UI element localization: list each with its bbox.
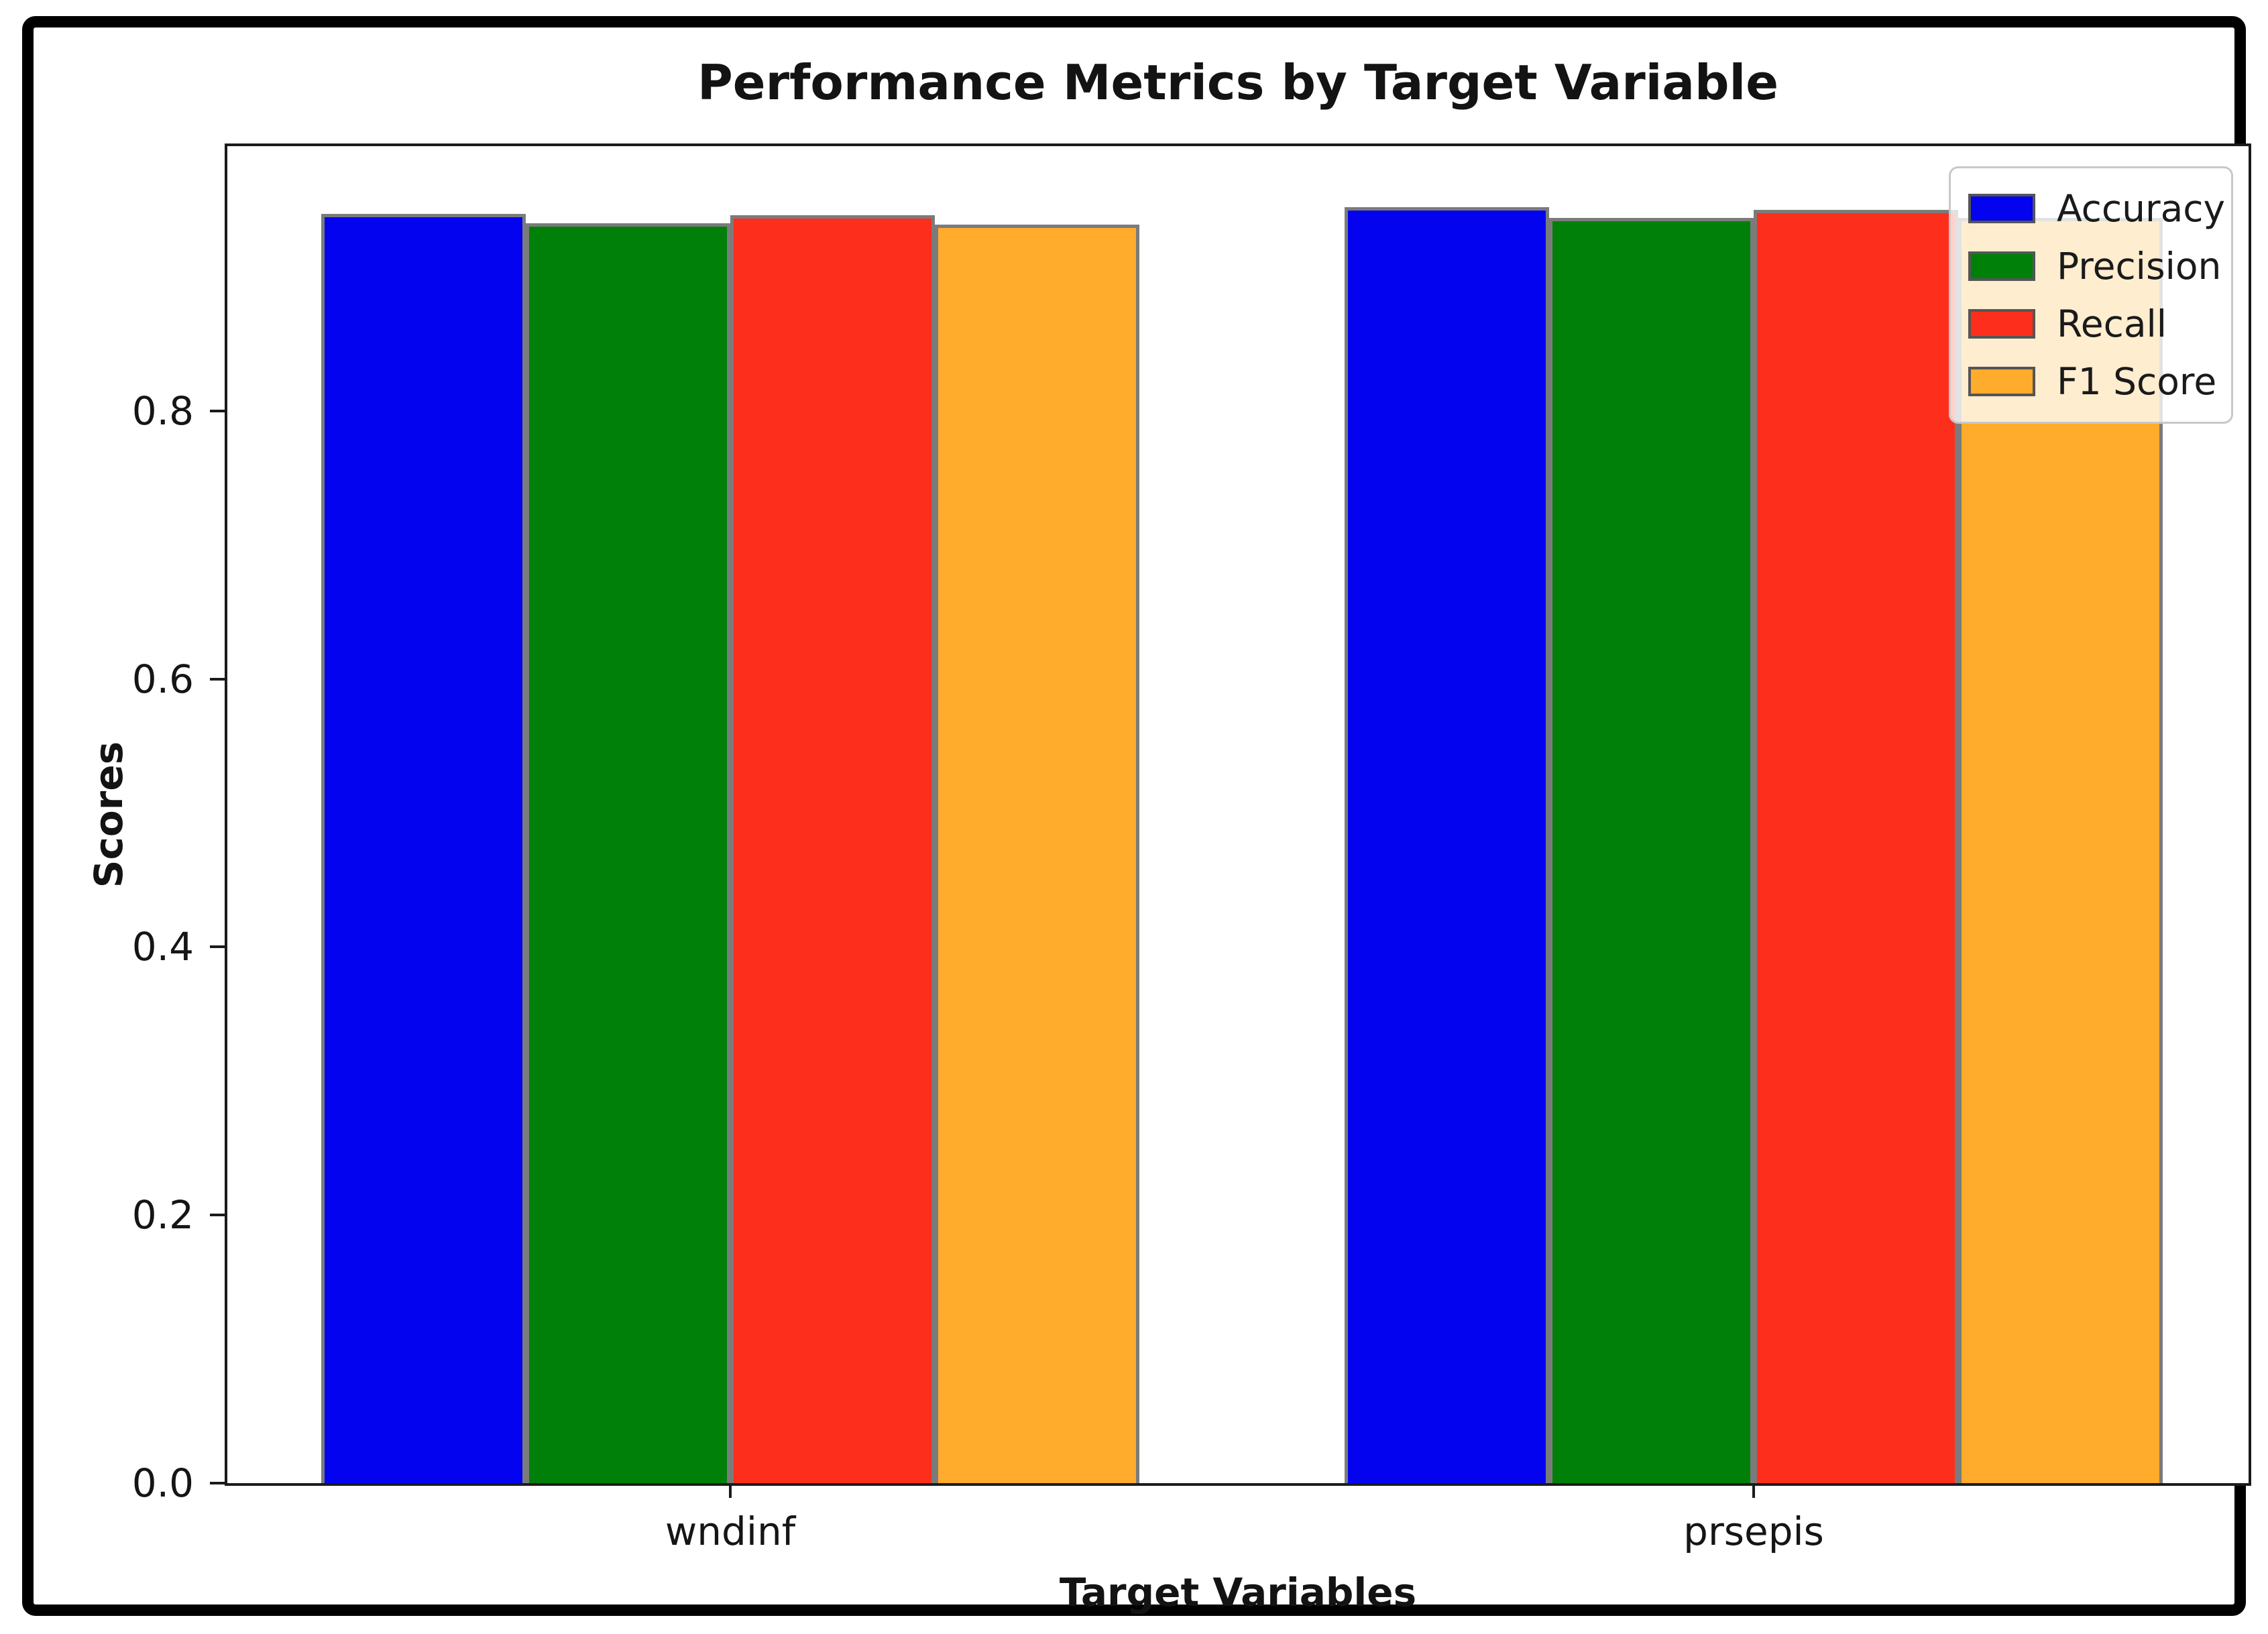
x-tick-mark-prsepis	[1752, 1483, 1755, 1498]
x-axis-label: Target Variables	[1059, 1570, 1417, 1615]
bar-wndinf-recall	[730, 215, 935, 1483]
plot-area: 0.0 0.2 0.4 0.6 0.8 wndinf prsepis Accuracy Pr…	[132, 143, 2251, 1553]
legend-label: Accuracy	[2057, 187, 2226, 230]
legend-label: F1 Score	[2057, 360, 2217, 403]
y-tick-label-0.0: 0.0	[131, 1460, 194, 1506]
legend-swatch-icon	[1968, 309, 2035, 339]
bar-wndinf-accuracy	[321, 214, 526, 1483]
x-tick-label-prsepis: prsepis	[1683, 1509, 1824, 1554]
x-tick-mark-wndinf	[729, 1483, 732, 1498]
chart-title: Performance Metrics by Target Variable	[697, 54, 1779, 111]
y-tick-mark-0.4	[210, 945, 225, 949]
legend-item-precision: Precision	[1968, 242, 2221, 290]
y-tick-label-0.2: 0.2	[131, 1192, 194, 1238]
legend-swatch-icon	[1968, 251, 2035, 281]
x-tick-label-wndinf: wndinf	[665, 1509, 796, 1554]
bar-prsepis-precision	[1549, 218, 1754, 1483]
y-tick-mark-0.8	[210, 409, 225, 412]
bar-prsepis-accuracy	[1345, 207, 1549, 1483]
y-tick-label-0.6: 0.6	[131, 656, 194, 702]
bar-prsepis-f1-score	[1958, 218, 2163, 1483]
y-tick-mark-0.2	[210, 1214, 225, 1217]
legend-item-f1-score: F1 Score	[1968, 357, 2217, 406]
y-tick-label-0.8: 0.8	[131, 388, 194, 434]
bar-wndinf-f1-score	[935, 225, 1139, 1483]
bar-wndinf-precision	[526, 223, 730, 1483]
legend-label: Precision	[2057, 245, 2222, 288]
y-tick-mark-0.0	[210, 1482, 225, 1484]
legend-swatch-icon	[1968, 367, 2035, 396]
y-axis-label: Scores	[86, 741, 131, 888]
bar-prsepis-recall	[1754, 210, 1958, 1483]
legend-swatch-icon	[1968, 194, 2035, 223]
y-tick-mark-0.6	[210, 677, 225, 681]
legend-label: Recall	[2057, 302, 2167, 345]
figure-border: Performance Metrics by Target Variable S…	[22, 16, 2251, 1616]
y-tick-label-0.4: 0.4	[131, 924, 194, 970]
legend: Accuracy Precision Recall F1 Score	[1949, 166, 2233, 424]
legend-item-recall: Recall	[1968, 300, 2214, 348]
legend-item-accuracy: Accuracy	[1968, 184, 2225, 233]
